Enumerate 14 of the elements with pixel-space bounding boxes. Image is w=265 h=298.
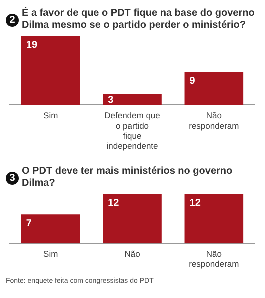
x-tick-label: Sim [44,249,58,260]
data-label: 12 [190,198,202,209]
data-label: 9 [190,76,196,88]
chart-title: 3 O PDT deve ter mais ministérios no governo Dilma? [8,166,234,190]
chart-title: 2 É a favor de que o PDT fique na base do governo Dilma mesmo se o partido perder o ministério? [8,8,256,32]
x-tick-label: Não [124,249,141,260]
data-label: 12 [108,198,120,209]
x-tick-label: Defendem que o partido fique independente [104,110,161,152]
data-label: 3 [108,95,114,106]
data-label: 19 [26,40,38,51]
data-label: 7 [26,218,32,230]
x-tick-label: Sim [44,110,58,121]
x-tick-label: Não responderam [189,110,240,131]
x-tick-label: Não responderam [189,249,240,270]
